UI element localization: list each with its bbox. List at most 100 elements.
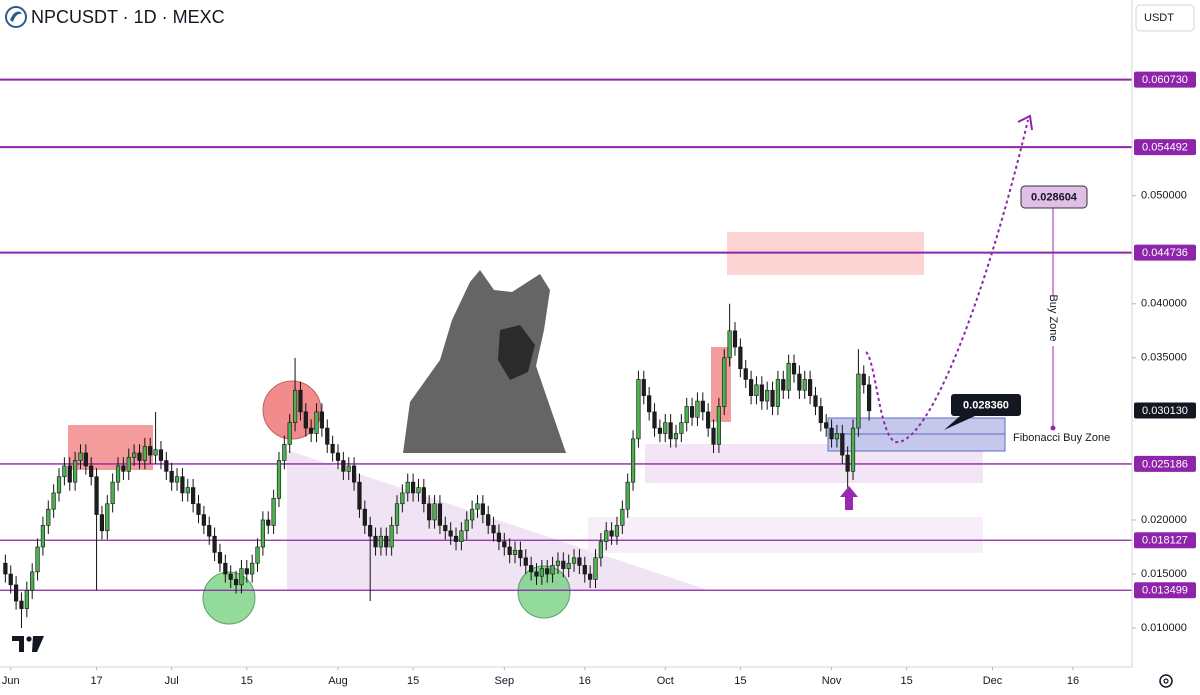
x-tick-label: 16	[1067, 675, 1079, 687]
candle-body	[46, 508, 51, 526]
candle-body	[448, 530, 453, 537]
level-label-bg	[1134, 71, 1196, 88]
wolf-image	[403, 270, 566, 453]
y-tick-label: 0.050000	[1141, 190, 1187, 202]
candle-body	[630, 438, 636, 483]
candle-body	[56, 476, 62, 494]
x-tick-label: Aug	[328, 675, 348, 687]
candle-body	[743, 368, 748, 380]
candle-body	[416, 487, 421, 494]
y-tick-label: 0.040000	[1141, 298, 1187, 310]
candle-body	[480, 503, 485, 515]
tv-logo	[12, 636, 44, 652]
candle-body	[94, 476, 99, 515]
candle-body	[748, 379, 754, 396]
candle-body	[8, 573, 13, 586]
projection-arrow	[1017, 114, 1033, 131]
candle-body	[700, 400, 705, 413]
candle-body	[834, 433, 840, 440]
candles	[3, 303, 872, 629]
candle-body	[523, 557, 528, 566]
candle-body	[51, 492, 56, 510]
candle-body	[571, 557, 577, 564]
candle-body	[196, 503, 201, 515]
candle-body	[829, 427, 834, 440]
fib-zone-label: Fibonacci Buy Zone	[1013, 432, 1110, 444]
candle-body	[824, 422, 829, 429]
currency-button[interactable]	[1135, 4, 1195, 32]
x-tick-label: 15	[241, 675, 253, 687]
candle-body	[625, 481, 630, 510]
candle-body	[341, 460, 346, 472]
candle-body	[534, 571, 539, 577]
candle-body	[561, 560, 566, 569]
candle-body	[679, 422, 684, 434]
candle-body	[368, 525, 373, 537]
y-tick-label: 0.015000	[1141, 568, 1187, 580]
candle-body	[24, 589, 29, 609]
candle-body	[180, 476, 185, 494]
candle-body	[673, 433, 679, 440]
candle-body	[550, 565, 555, 575]
header: NPCUSDT · 1D · MEXC	[5, 6, 225, 28]
candle-body	[443, 525, 448, 532]
candle-body	[727, 330, 732, 359]
currency-label[interactable]: USDT	[1144, 12, 1174, 24]
candle-body	[539, 568, 544, 577]
candle-body	[470, 508, 475, 521]
candle-body	[35, 546, 40, 573]
candle-body	[791, 362, 797, 375]
candle-body	[137, 452, 142, 461]
candle-body	[217, 552, 223, 564]
candle-body	[351, 465, 357, 483]
candle-body	[110, 481, 115, 505]
candle-body	[582, 565, 587, 575]
last-price-bg	[1134, 402, 1196, 419]
candle-body	[861, 373, 866, 386]
candle-body	[427, 503, 432, 521]
candle-body	[266, 519, 271, 526]
settings-icon[interactable]	[1159, 674, 1173, 688]
candle-body	[105, 503, 110, 532]
candle-body	[722, 357, 727, 407]
candle-body	[496, 532, 502, 542]
y-tick-label: 0.020000	[1141, 514, 1187, 526]
time-axis	[0, 667, 1132, 695]
candle-body	[330, 444, 335, 454]
candle-body	[765, 389, 770, 402]
candle-body	[207, 525, 212, 537]
candle-body	[797, 373, 802, 391]
candle-body	[121, 465, 126, 472]
candle-body	[802, 379, 807, 391]
level-label-bg	[1134, 244, 1196, 261]
candle-body	[529, 565, 534, 573]
x-tick-label: Jul	[165, 675, 179, 687]
candle-body	[754, 384, 759, 396]
x-tick-label: 16	[579, 675, 591, 687]
candle-body	[410, 481, 416, 494]
candle-body	[357, 481, 362, 510]
price-axis	[1132, 0, 1200, 695]
candle-body	[818, 406, 823, 423]
axes: 0.010000 0.015000 0.020000 0.035000 0.040000…	[2, 71, 1196, 687]
candle-body	[30, 571, 35, 591]
candle-body	[507, 546, 512, 555]
candle-body	[233, 579, 239, 586]
level-label-bg	[1134, 532, 1196, 549]
candle-body	[636, 379, 641, 440]
candle-body	[577, 557, 582, 566]
level-label: 0.054492	[1142, 142, 1188, 154]
candle-body	[319, 411, 324, 429]
candle-body	[378, 535, 384, 548]
candle-body	[164, 460, 169, 472]
entry-box	[951, 394, 1021, 416]
entry-pointer	[944, 416, 975, 430]
candle-body	[142, 446, 147, 461]
candle-body	[362, 508, 367, 526]
candle-body	[244, 568, 249, 575]
candle-body	[609, 530, 614, 537]
candle-body	[502, 541, 507, 548]
candle-body	[759, 384, 764, 402]
candle-body	[711, 427, 716, 445]
